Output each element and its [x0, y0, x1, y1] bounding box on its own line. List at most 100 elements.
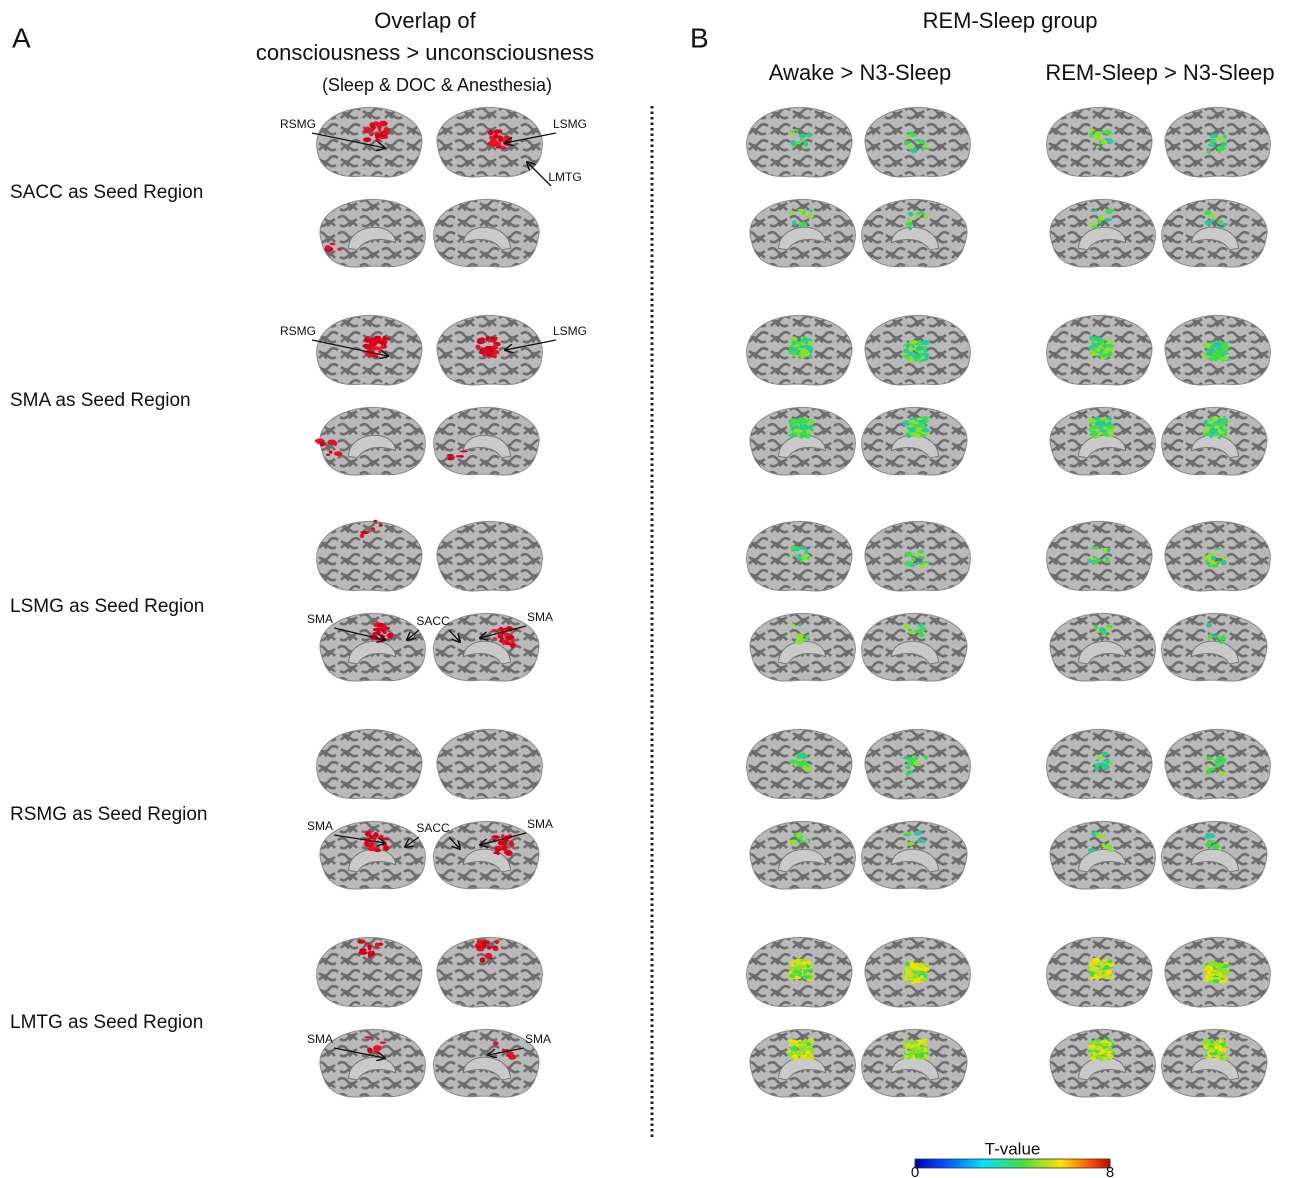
activation — [502, 639, 505, 645]
activation — [903, 833, 912, 837]
brain — [437, 521, 542, 591]
activation — [1211, 562, 1218, 565]
brain — [1050, 613, 1155, 681]
activation — [915, 830, 921, 835]
activation — [456, 455, 461, 457]
column-title: Awake > N3-Sleep — [769, 60, 951, 85]
activation — [382, 130, 387, 132]
activation — [1103, 345, 1107, 349]
activation — [917, 556, 926, 559]
activation — [806, 975, 811, 978]
activation — [918, 839, 924, 843]
activation — [482, 353, 486, 356]
activation — [792, 1054, 798, 1059]
activation — [383, 631, 387, 634]
activation — [1218, 636, 1227, 641]
activation — [510, 640, 514, 643]
activation — [504, 136, 512, 140]
brain-surface — [865, 521, 970, 591]
activation — [921, 147, 930, 150]
activation — [1205, 842, 1211, 847]
activation — [921, 428, 929, 433]
brain — [437, 729, 542, 799]
activation — [799, 959, 808, 962]
activation — [920, 978, 925, 981]
activation — [790, 131, 795, 133]
activation — [1088, 1042, 1096, 1045]
activation — [1107, 339, 1111, 344]
activation — [1219, 221, 1223, 223]
activation — [1093, 561, 1098, 564]
panel-subtitle: (Sleep & DOC & Anesthesia) — [322, 75, 552, 95]
activation — [908, 344, 915, 346]
activation — [908, 631, 915, 634]
activation — [1102, 351, 1107, 353]
brain — [315, 407, 426, 475]
activation — [493, 637, 497, 639]
activation — [497, 129, 502, 132]
activation — [481, 942, 486, 948]
activation — [798, 554, 802, 560]
activation — [375, 354, 378, 358]
activation — [1211, 556, 1216, 560]
activation — [911, 556, 915, 560]
activation — [799, 417, 806, 423]
activation — [373, 520, 377, 523]
activation — [905, 1051, 910, 1054]
activation — [1099, 627, 1106, 632]
figure: A Overlap of consciousness > unconscious… — [0, 0, 1303, 1178]
activation — [501, 845, 507, 851]
activation — [906, 359, 909, 362]
activation — [360, 531, 369, 534]
activation — [1108, 849, 1114, 852]
brain — [865, 107, 970, 177]
activation — [1216, 146, 1223, 151]
activation — [1209, 961, 1216, 967]
activation — [1104, 962, 1108, 964]
activation — [1102, 339, 1105, 342]
activation — [1208, 833, 1215, 838]
activation — [368, 954, 371, 958]
brain-surface — [865, 107, 970, 177]
brain — [747, 315, 852, 385]
row-label: LMTG as Seed Region — [10, 1012, 203, 1033]
activation — [1087, 418, 1094, 422]
column-title: REM-Sleep > N3-Sleep — [1045, 60, 1274, 85]
activation — [904, 967, 908, 971]
activation — [369, 950, 372, 953]
activation — [1203, 430, 1210, 433]
activation — [486, 336, 490, 341]
activation — [802, 424, 808, 429]
activation — [1103, 433, 1110, 437]
activation — [801, 967, 807, 969]
activation — [1102, 634, 1107, 637]
activation — [320, 441, 325, 447]
brain — [1165, 937, 1270, 1007]
activation — [337, 248, 341, 251]
activation — [1098, 971, 1102, 976]
activation — [907, 842, 914, 845]
activation — [1092, 958, 1100, 963]
annotation: LSMG — [553, 324, 587, 338]
brain — [437, 107, 542, 177]
colorbar-tick-label: 8 — [1106, 1164, 1114, 1178]
activation — [792, 337, 797, 341]
activation — [791, 140, 796, 145]
brain — [1162, 613, 1267, 681]
activation — [371, 126, 376, 128]
activation — [806, 214, 814, 219]
activation — [1095, 759, 1099, 761]
activation — [789, 419, 798, 425]
activation — [477, 945, 481, 948]
brain — [1047, 729, 1152, 799]
activation — [911, 970, 916, 973]
activation — [373, 628, 380, 631]
activation — [1208, 973, 1215, 976]
brain — [865, 521, 970, 591]
activation — [1214, 548, 1222, 550]
activation — [1208, 770, 1212, 774]
row-label: SACC as Seed Region — [10, 182, 203, 203]
activation — [806, 1042, 811, 1046]
activation — [917, 553, 921, 555]
activation — [909, 340, 918, 344]
